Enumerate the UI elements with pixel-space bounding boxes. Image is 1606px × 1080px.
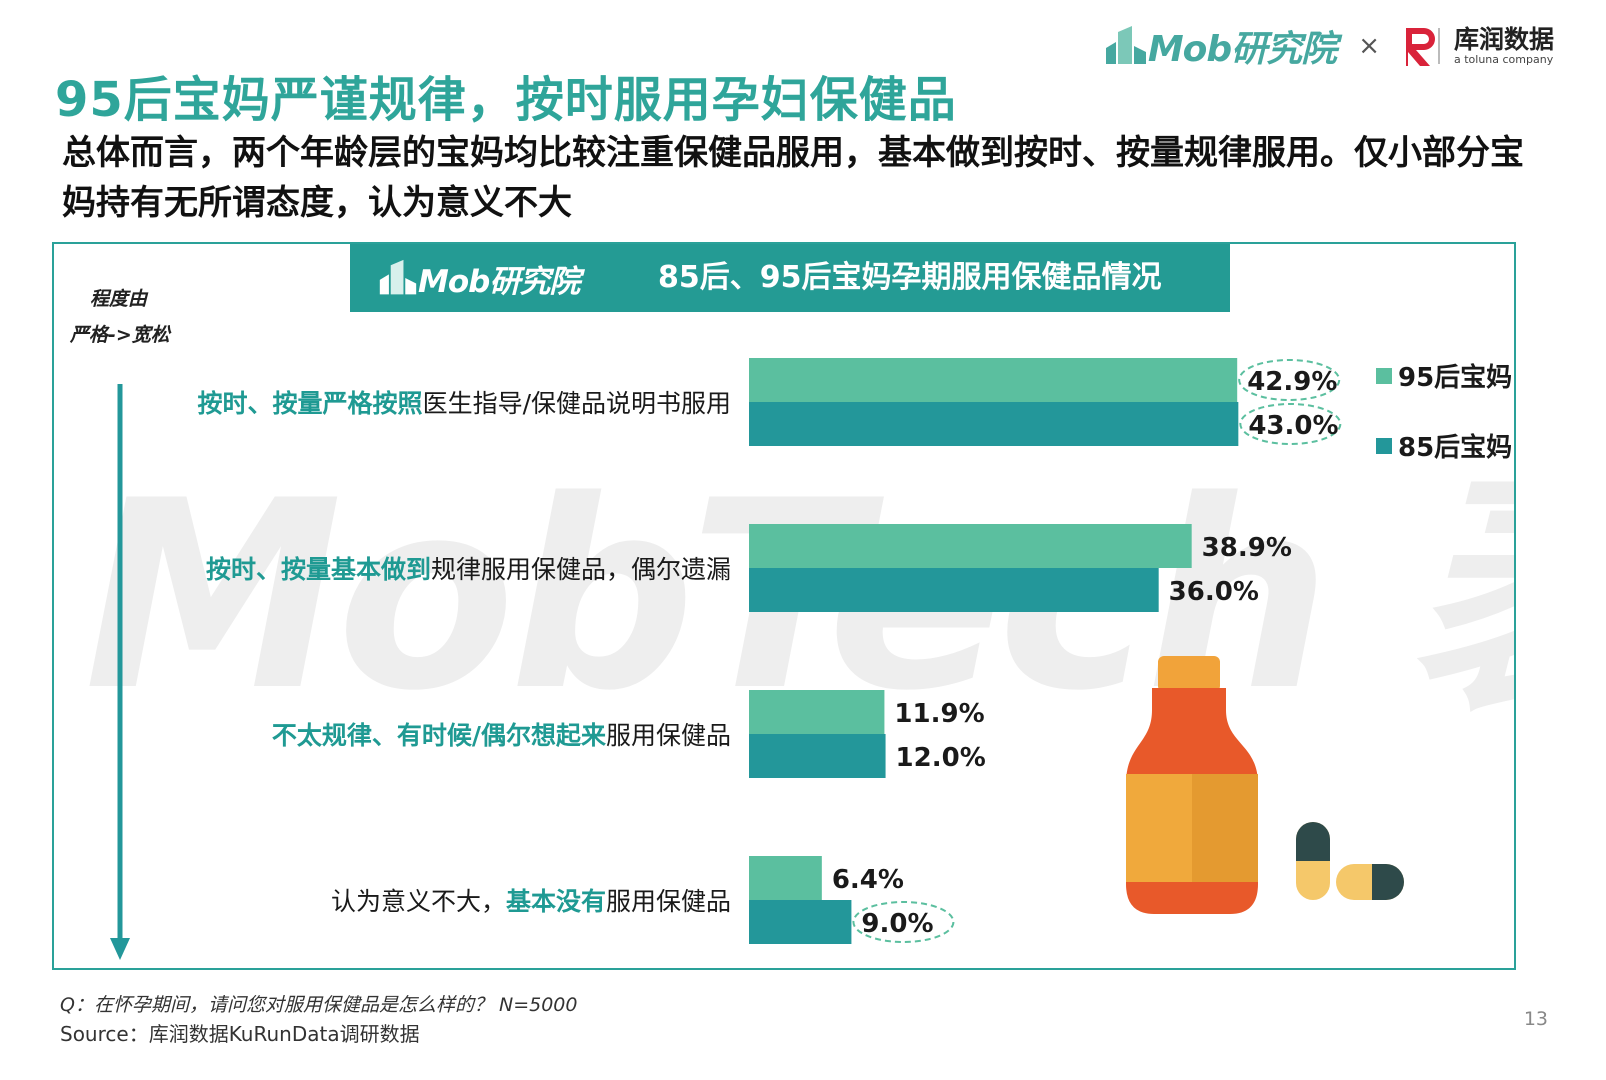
legend-label-95: 95后宝妈 xyxy=(1398,362,1512,393)
chart-banner: Mob研究院 85后、95后宝妈孕期服用保健品情况 xyxy=(350,244,1230,312)
bar-85-2 xyxy=(749,734,886,778)
axis-label-line2: 严格->宽松 xyxy=(70,324,170,346)
kurun-logo: 库润数据 a toluna company xyxy=(1402,24,1554,68)
bar-95-2 xyxy=(749,690,885,734)
supplement-bottle-illustration xyxy=(1126,656,1258,914)
axis-label-line1: 程度由 xyxy=(90,288,148,310)
chart-title: 85后、95后宝妈孕期服用保健品情况 xyxy=(658,260,1162,295)
value-highlight-ring-0-1 xyxy=(1239,403,1342,445)
severity-arrow-head xyxy=(110,938,130,960)
bar-95-1 xyxy=(749,524,1192,568)
value-label-95-2: 11.9% xyxy=(894,699,984,729)
footer-question: Q：在怀孕期间，请问您对服用保健品是怎么样的？ N=5000 xyxy=(60,994,578,1016)
legend: 95后宝妈 85后宝妈 xyxy=(1376,362,1512,463)
bar-85-3 xyxy=(749,900,852,944)
banner-logo-text: Mob研究院 xyxy=(418,263,580,300)
category-label-1: 按时、按量基本做到规律服用保健品，偶尔遗漏 xyxy=(206,555,731,584)
value-highlight-ring-3-1 xyxy=(852,901,955,943)
mob-logo: Mob研究院 xyxy=(1104,20,1337,72)
value-label-85-1: 36.0% xyxy=(1169,577,1259,607)
chart-panel: MobTech 袤博 Mob研究院 85后、95后宝妈孕期服用保健品情况 程度由… xyxy=(52,242,1516,970)
bar-85-0 xyxy=(749,402,1239,446)
legend-label-85: 85后宝妈 xyxy=(1398,432,1512,463)
banner-building-icon xyxy=(379,259,417,295)
legend-swatch-95 xyxy=(1376,368,1392,384)
header-logos: Mob研究院 × 库润数据 a toluna company xyxy=(1104,14,1554,78)
banner-logo: Mob研究院 xyxy=(378,256,580,301)
bar-95-0 xyxy=(749,358,1238,402)
value-label-95-3: 6.4% xyxy=(832,865,904,895)
category-label-2: 不太规律、有时候/偶尔想起来服用保健品 xyxy=(272,721,731,750)
page-subtitle: 总体而言，两个年龄层的宝妈均比较注重保健品服用，基本做到按时、按量规律服用。仅小… xyxy=(62,133,1524,223)
page-title: 95后宝妈严谨规律，按时服用孕妇保健品 xyxy=(55,72,957,128)
value-label-95-0: 42.9% xyxy=(1247,367,1337,397)
value-label-95-1: 38.9% xyxy=(1202,533,1292,563)
bars-group: 42.9% 43.0% 38.9% 36.0% 11.9% 12.0% 6.4% 9.0% xyxy=(749,358,1342,944)
value-label-85-0: 43.0% xyxy=(1248,411,1338,441)
value-highlight-ring-0-0 xyxy=(1238,359,1341,401)
mob-building-icon xyxy=(1105,26,1146,64)
bar-85-1 xyxy=(749,568,1159,612)
page-number: 13 xyxy=(1523,1008,1548,1030)
bar-95-3 xyxy=(749,856,822,900)
category-label-0: 按时、按量严格按照医生指导/保健品说明书服用 xyxy=(198,389,731,418)
value-label-85-2: 12.0% xyxy=(896,743,986,773)
legend-swatch-85 xyxy=(1376,438,1392,454)
kurun-logo-en: a toluna company xyxy=(1453,53,1554,66)
pill-icons xyxy=(1296,822,1404,900)
bar-chart: 42.9% 43.0% 38.9% 36.0% 11.9% 12.0% 6.4% 9.0% 按… xyxy=(110,358,1512,960)
value-label-85-3: 9.0% xyxy=(861,909,933,939)
mob-logo-text: Mob研究院 xyxy=(1147,29,1337,70)
kurun-logo-cn: 库润数据 xyxy=(1453,25,1554,54)
footer-source: Source：库润数据KuRunData调研数据 xyxy=(60,1022,420,1046)
kurun-r-icon xyxy=(1405,28,1440,66)
category-labels: 按时、按量严格按照医生指导/保健品说明书服用按时、按量基本做到规律服用保健品，偶… xyxy=(198,389,731,916)
logo-cross: × xyxy=(1358,31,1380,61)
category-label-3: 认为意义不大，基本没有服用保健品 xyxy=(331,887,731,916)
